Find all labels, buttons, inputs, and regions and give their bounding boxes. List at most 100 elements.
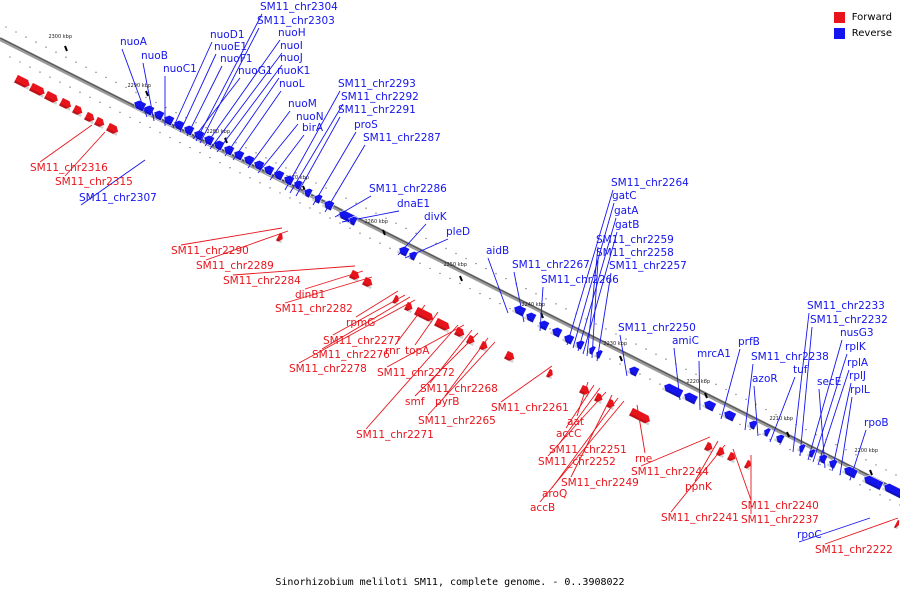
leader-line: [487, 257, 509, 314]
leader-line: [355, 290, 399, 318]
grid-dot: [835, 444, 837, 446]
tick-mark: [869, 469, 873, 476]
grid-dot: [239, 172, 241, 174]
forward-gene-label: SM11_chr2222: [815, 544, 893, 556]
reverse-gene-arrow: [549, 326, 564, 339]
grid-dot: [135, 91, 137, 94]
grid-dot: [379, 242, 381, 244]
reverse-gene-arrow: [861, 474, 885, 491]
grid-dot: [55, 51, 57, 53]
grid-dot: [549, 328, 551, 330]
leader-line: [332, 294, 406, 336]
grid-dot: [479, 292, 481, 295]
forward-gene-arrow: [743, 459, 752, 471]
forward-gene-label: SM11_chr2265: [418, 415, 496, 427]
grid-dot: [389, 247, 391, 249]
forward-gene-arrow: [628, 407, 651, 426]
leader-line: [180, 227, 283, 246]
grid-dot: [319, 212, 321, 214]
forward-gene-arrow: [503, 350, 516, 364]
reverse-gene-label: nuoD1: [210, 29, 245, 41]
grid-dot: [405, 227, 407, 230]
reverse-gene-arrow: [761, 427, 772, 438]
leader-line: [619, 334, 628, 377]
grid-dot: [525, 288, 527, 290]
grid-dot: [869, 489, 871, 491]
grid-dot: [349, 227, 351, 229]
leader-line: [572, 202, 615, 349]
grid-dot: [789, 448, 791, 451]
grid-dot: [169, 136, 171, 139]
leader-line: [312, 131, 357, 206]
grid-dot: [125, 86, 127, 89]
grid-dot: [645, 348, 647, 350]
reverse-gene-label: nusG3: [840, 327, 874, 339]
forward-gene-arrow: [726, 451, 737, 464]
leader-line: [284, 276, 373, 304]
forward-gene-label: SM11_chr2290: [171, 245, 249, 257]
grid-dot: [119, 111, 121, 114]
leader-line: [769, 376, 796, 443]
forward-gene-label: aroQ: [542, 488, 567, 500]
reverse-gene-arrow: [746, 419, 759, 431]
grid-dot: [475, 262, 477, 265]
leader-line: [818, 388, 826, 469]
grid-dot: [369, 237, 371, 239]
forward-gene-label: aat: [567, 416, 584, 428]
grid-dot: [665, 358, 667, 360]
forward-gene-label: SM11_chr2244: [631, 466, 709, 478]
grid-dot: [859, 484, 861, 486]
grid-dot: [365, 207, 367, 209]
leader-line: [232, 90, 282, 161]
tick-label: 2300 kbp: [48, 34, 72, 40]
forward-gene-label: accB: [530, 502, 555, 514]
reverse-gene-label: SM11_chr2259: [596, 234, 674, 246]
grid-dot: [415, 232, 417, 235]
leader-line: [39, 124, 93, 163]
leader-line: [289, 103, 344, 194]
grid-dot: [29, 66, 31, 68]
leader-line: [591, 259, 599, 359]
legend: Forward Reverse: [833, 9, 892, 41]
grid-dot: [509, 307, 511, 310]
tick-mark: [145, 90, 149, 97]
grid-dot: [85, 66, 87, 68]
grid-dot: [39, 71, 41, 73]
reverse-gene-label: SM11_chr2292: [341, 91, 419, 103]
tick-label: 2210 kbp: [769, 416, 793, 422]
leader-line: [142, 62, 155, 122]
grid-dot: [865, 459, 867, 461]
forward-gene-arrow: [28, 82, 46, 98]
grid-dot: [495, 272, 497, 275]
reverse-gene-label: rpoC: [797, 529, 822, 541]
grid-dot: [325, 187, 327, 189]
leader-line: [195, 13, 263, 142]
leader-line: [304, 270, 364, 290]
grid-dot: [635, 343, 637, 345]
grid-dot: [279, 192, 281, 194]
forward-gene-arrow: [13, 74, 31, 90]
grid-dot: [195, 121, 197, 124]
reverse-gene-label: dnaE1: [397, 198, 430, 210]
forward-gene-label: SM11_chr2289: [196, 260, 274, 272]
forward-gene-label: SM11_chr2284: [223, 275, 301, 287]
reverse-gene-label: SM11_chr2264: [611, 177, 689, 189]
grid-dot: [459, 282, 461, 285]
grid-dot: [455, 252, 457, 255]
leader-line: [849, 429, 867, 481]
leader-line: [192, 77, 241, 140]
tick-mark: [704, 392, 708, 399]
grid-dot: [805, 428, 807, 431]
minor-tick-dots: [5, 26, 900, 506]
grid-dot: [145, 96, 147, 99]
leader-line: [798, 517, 871, 543]
forward-gene-arrow: [433, 317, 451, 333]
forward-gene-arrow: [58, 97, 72, 111]
grid-dot: [35, 41, 37, 43]
reverse-gene-label: nuoC1: [163, 63, 197, 75]
leader-line: [247, 110, 291, 169]
reverse-gene-label: SM11_chr2266: [541, 274, 619, 286]
grid-dot: [395, 222, 397, 225]
grid-dot: [75, 61, 77, 63]
forward-gene-arrow: [83, 111, 96, 125]
